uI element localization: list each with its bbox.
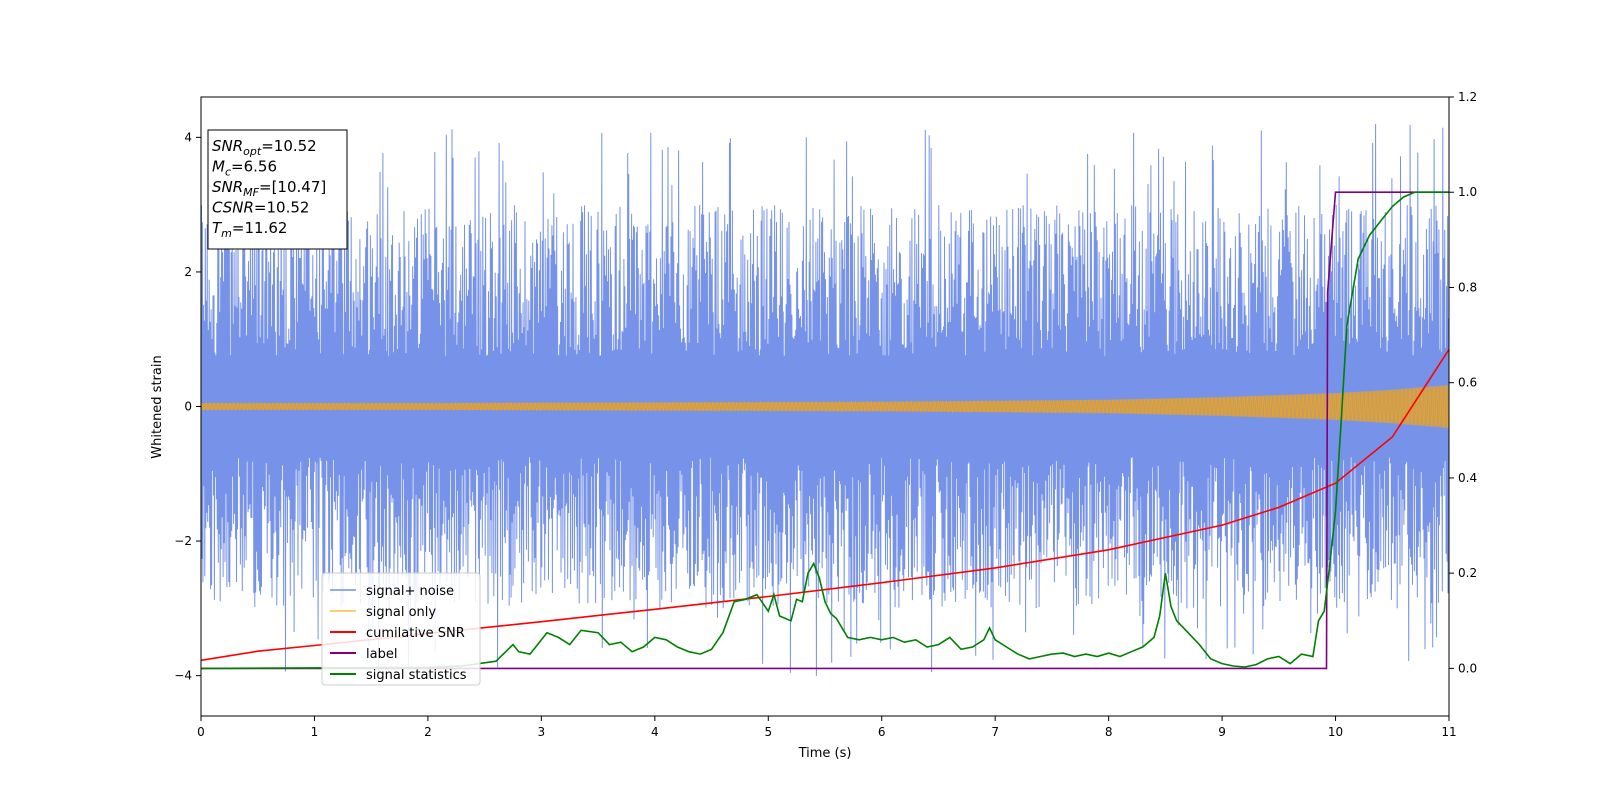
x-tick-label: 6 (878, 725, 886, 739)
y-axis-ticks: −4 −2 0 2 4 (174, 130, 201, 683)
x-tick-label: 3 (538, 725, 546, 739)
legend-label: signal statistics (366, 668, 467, 683)
x-tick-label: 2 (424, 725, 432, 739)
annotation-line: SNRMF=[10.47] (212, 178, 326, 199)
x-tick-label: 11 (1441, 725, 1456, 739)
x-tick-label: 1 (311, 725, 319, 739)
legend-label: cumilative SNR (366, 626, 465, 641)
signal-statistics-line (201, 191, 1449, 670)
y2-tick-label: 1.2 (1458, 90, 1477, 104)
y-tick-label: 4 (184, 130, 192, 144)
annotation-line: Tm=11.62 (212, 219, 287, 240)
signal-only-line (201, 385, 1449, 428)
legend-label: signal+ noise (366, 584, 454, 599)
y-axis-label: Whitened strain (150, 355, 165, 458)
x-tick-label: 9 (1218, 725, 1226, 739)
y2-tick-label: 0.4 (1458, 471, 1477, 485)
x-axis-label: Time (s) (798, 746, 852, 761)
y2-tick-label: 0.0 (1458, 661, 1477, 675)
x-tick-label: 10 (1328, 725, 1343, 739)
y2-tick-label: 1.0 (1458, 185, 1477, 199)
y-tick-label: −4 (174, 669, 192, 683)
x-axis-ticks: 0 1 2 3 4 5 6 7 8 9 10 11 (197, 716, 1457, 739)
y2-axis-ticks: 0.0 0.2 0.4 0.6 0.8 1.0 1.2 (1449, 90, 1477, 675)
x-tick-label: 5 (764, 725, 772, 739)
x-tick-label: 7 (991, 725, 999, 739)
y-tick-label: −2 (174, 534, 192, 548)
y-tick-label: 2 (184, 265, 192, 279)
y2-tick-label: 0.8 (1458, 280, 1477, 294)
y2-tick-label: 0.2 (1458, 566, 1477, 580)
x-tick-label: 4 (651, 725, 659, 739)
annotation-line: SNRopt=10.52 (212, 137, 317, 158)
y-tick-label: 0 (184, 400, 192, 414)
annotation-box: SNRopt=10.52Mc=6.56SNRMF=[10.47]CSNR=10.… (207, 129, 348, 250)
signal-plus-noise-line (201, 123, 1449, 677)
legend: signal+ noise signal only cumilative SNR la… (321, 572, 481, 686)
legend-label: label (366, 647, 397, 662)
x-tick-label: 0 (197, 725, 205, 739)
x-tick-label: 8 (1105, 725, 1113, 739)
annotation-line: Mc=6.56 (212, 158, 277, 179)
label-line (201, 191, 1449, 670)
legend-label: signal only (366, 605, 436, 620)
y2-tick-label: 0.6 (1458, 376, 1477, 390)
annotation-line: CSNR=10.52 (212, 199, 309, 217)
